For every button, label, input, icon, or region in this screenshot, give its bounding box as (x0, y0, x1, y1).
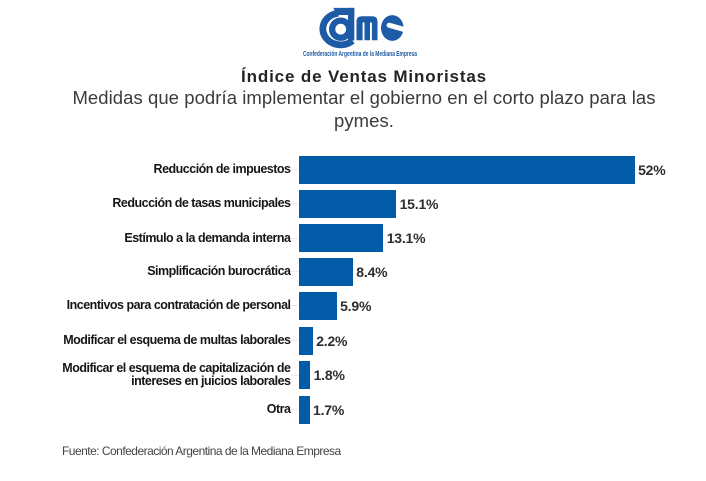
svg-text:Confederación Argentina de la: Confederación Argentina de la Mediana Em… (303, 51, 417, 58)
